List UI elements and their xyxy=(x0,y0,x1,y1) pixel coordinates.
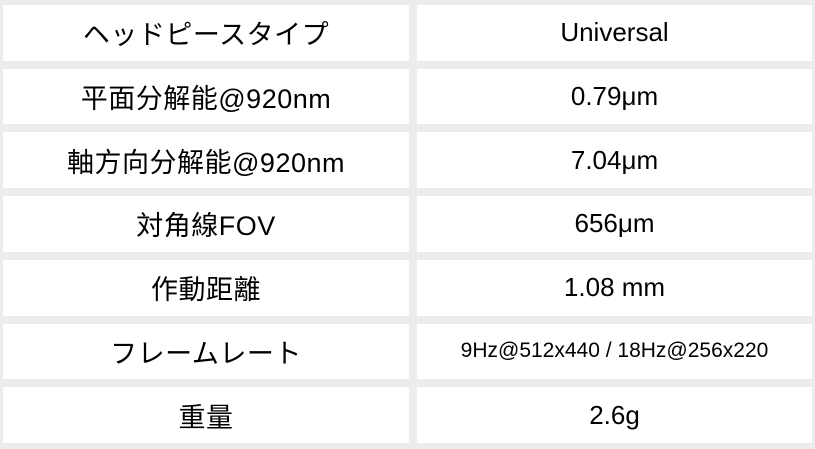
spec-value-lateral-resolution: 0.79μm xyxy=(417,68,812,125)
spec-value-diagonal-fov: 656μm xyxy=(417,196,812,252)
spec-label-weight: 重量 xyxy=(3,387,409,443)
spec-label-frame-rate: フレームレート xyxy=(3,323,409,380)
spec-value-weight: 2.6g xyxy=(417,387,812,443)
spec-label-headpiece-type: ヘッドピースタイプ xyxy=(3,5,409,61)
spec-value-headpiece-type: Universal xyxy=(417,5,812,61)
spec-value-working-distance: 1.08 mm xyxy=(417,259,812,316)
spec-label-lateral-resolution: 平面分解能@920nm xyxy=(3,68,409,125)
spec-label-axial-resolution: 軸方向分解能@920nm xyxy=(3,132,409,189)
spec-label-working-distance: 作動距離 xyxy=(3,259,409,316)
spec-value-axial-resolution: 7.04μm xyxy=(417,132,812,189)
spec-label-diagonal-fov: 対角線FOV xyxy=(3,196,409,252)
spec-value-frame-rate: 9Hz@512x440 / 18Hz@256x220 xyxy=(417,323,812,380)
